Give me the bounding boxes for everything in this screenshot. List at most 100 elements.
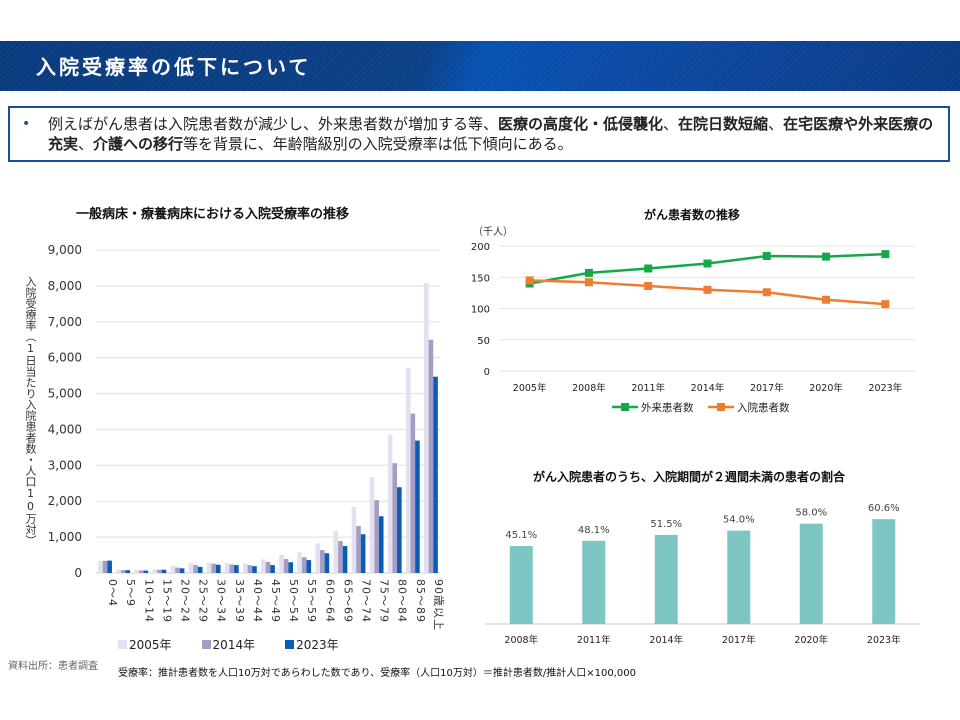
summary-emphasis: 介護への移行 — [93, 135, 184, 153]
data-label: 51.5% — [650, 519, 682, 530]
inpatient-rate-chart: 0 1,000 2,000 3,000 4,000 5,000 6,000 7,000 8,00… — [48, 243, 445, 631]
data-label: 45.1% — [505, 530, 537, 541]
bar-2023年 — [360, 534, 366, 573]
summary-emphasis: 在宅医療や外来医療の充実 — [48, 115, 934, 153]
bar-2023年 — [125, 570, 131, 573]
bar-2023年 — [324, 553, 330, 573]
bar-2005年 — [369, 477, 375, 573]
summary-box: • 例えばがん患者は入院患者数が減少し、外来患者数が増加する等、医療の高度化・低… — [8, 106, 950, 162]
x-tick-label: 2008年 — [504, 634, 538, 646]
data-point — [703, 285, 712, 294]
bar-2023年 — [415, 440, 420, 573]
series-line-外来患者数 — [529, 252, 886, 285]
x-tick-label: 40～44 — [251, 579, 264, 623]
x-tick-label: 0～4 — [106, 579, 119, 607]
legend-label: 2005年 — [129, 638, 172, 652]
x-tick-label: 2011年 — [631, 382, 665, 394]
bar-2005年 — [134, 569, 139, 573]
y-tick-label: 200 — [471, 242, 490, 253]
legend-label: 外来患者数 — [641, 401, 694, 414]
x-tick-label: 90歳以上 — [432, 579, 445, 631]
x-tick-label: 2017年 — [722, 634, 756, 646]
bar-2023年 — [397, 487, 402, 573]
x-tick-label: 50～54 — [287, 579, 300, 623]
bar-2023年 — [252, 566, 257, 573]
y-tick-label: 4,000 — [48, 422, 82, 436]
bar-2014年 — [392, 463, 398, 573]
y-tick-label: 0 — [484, 367, 490, 378]
legend-item: 2023年 — [285, 636, 339, 653]
bar-2023年 — [143, 570, 149, 573]
x-tick-label: 2005年 — [513, 382, 547, 394]
data-point — [822, 295, 831, 304]
data-point — [762, 288, 771, 297]
bar-2005年 — [116, 569, 121, 573]
x-tick-label: 80～84 — [396, 579, 409, 623]
data-point — [584, 268, 593, 277]
bar-2014年 — [211, 563, 216, 573]
source-note: 資料出所：患者調査 — [8, 661, 98, 672]
bar-2005年 — [188, 562, 194, 573]
ratio-chart-title: がん入院患者のうち、入院期間が２週間未満の患者の割合 — [533, 470, 846, 484]
bar-2023年 — [433, 376, 438, 573]
x-tick-label: 10～14 — [142, 579, 155, 623]
y-tick-label: 1,000 — [48, 530, 82, 544]
bar-2014年 — [229, 564, 235, 573]
bar-2014年 — [320, 550, 325, 573]
x-tick-label: 65～69 — [341, 579, 354, 623]
bar-2014年 — [410, 413, 416, 573]
data-point — [881, 300, 890, 309]
legend-label: 2014年 — [212, 638, 256, 652]
summary-segment: 、 — [663, 115, 679, 133]
y-tick-label: 5,000 — [48, 387, 82, 401]
x-tick-label: 15～19 — [160, 579, 173, 623]
legend-swatch — [201, 640, 211, 649]
x-tick-label: 2011年 — [577, 634, 611, 646]
data-label: 60.6% — [868, 503, 900, 514]
x-tick-label: 2020年 — [809, 382, 843, 394]
data-point — [644, 282, 653, 290]
y-tick-label: 3,000 — [48, 458, 82, 472]
bar-2005年 — [98, 560, 103, 573]
line-chart-title: がん患者数の推移 — [644, 208, 741, 222]
bar-2005年 — [387, 434, 393, 573]
bar-2023年 — [306, 560, 312, 573]
bar-2014年 — [138, 570, 144, 573]
left-chart-legend: 2005年 2014年 2023年 — [118, 636, 339, 653]
bar-2014年 — [338, 541, 343, 573]
cancer-patients-line-chart: （千人） 0 50 100 150 200 2005年 2008年 2011年 2014年 2017… — [471, 226, 915, 414]
bar-2005年 — [152, 569, 158, 573]
y-tick-label: 150 — [471, 273, 490, 284]
x-tick-label: 2023年 — [869, 382, 903, 394]
x-tick-label: 2014年 — [649, 634, 683, 646]
x-tick-label: 5～9 — [124, 579, 137, 607]
bar-2005年 — [206, 562, 212, 573]
bar — [799, 523, 823, 624]
x-tick-label: 2023年 — [867, 634, 901, 646]
data-point — [762, 252, 771, 260]
bar-2005年 — [242, 563, 248, 573]
bar-2023年 — [215, 564, 221, 573]
x-tick-label: 55～59 — [305, 579, 318, 623]
legend-swatch — [285, 640, 295, 649]
x-tick-label: 45～49 — [269, 579, 282, 623]
x-tick-label: 2017年 — [750, 382, 784, 394]
y-tick-label: 2,000 — [48, 494, 82, 508]
bar-2014年 — [301, 557, 307, 573]
bar-2005年 — [261, 559, 266, 573]
x-tick-label: 2014年 — [691, 382, 725, 394]
bar-2014年 — [356, 525, 361, 573]
y-tick-label: 0 — [74, 566, 82, 580]
bar-2023年 — [270, 565, 275, 573]
bar — [727, 530, 751, 624]
unit-label: （千人） — [473, 226, 513, 238]
bar-2023年 — [179, 568, 185, 573]
left-chart-ylabel: 入院受療率（1日当たり入院患者数・人口10万対） — [24, 276, 37, 546]
bar-2005年 — [279, 554, 284, 573]
bar-2005年 — [170, 565, 176, 573]
legend-marker — [717, 403, 725, 411]
legend-item: 2014年 — [201, 636, 256, 653]
bar-2023年 — [234, 565, 239, 573]
bar-2005年 — [297, 552, 302, 573]
bar-2014年 — [175, 567, 180, 573]
